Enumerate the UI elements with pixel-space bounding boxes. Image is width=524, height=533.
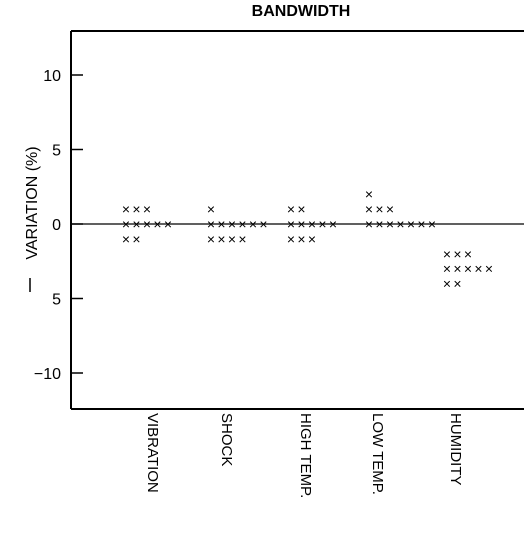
data-point-marker: × — [365, 201, 373, 217]
data-point-marker: × — [122, 216, 130, 232]
data-point-marker: × — [428, 216, 436, 232]
data-point-marker: × — [375, 201, 383, 217]
data-point-marker: × — [464, 261, 472, 277]
x-category-label: SHOCK — [218, 413, 235, 466]
data-point-marker: × — [132, 201, 140, 217]
data-point-marker: × — [386, 201, 394, 217]
data-point-marker: × — [308, 216, 316, 232]
data-point-marker: × — [132, 216, 140, 232]
x-category-label: LOW TEMP. — [369, 413, 386, 495]
data-point-marker: × — [318, 216, 326, 232]
data-point-marker: × — [217, 216, 225, 232]
data-point-marker: × — [365, 186, 373, 202]
x-category-label: HIGH TEMP. — [297, 413, 314, 498]
y-tick-label: 5 — [52, 143, 61, 160]
data-point-marker: × — [287, 216, 295, 232]
data-point-marker: × — [228, 216, 236, 232]
data-point-marker: × — [153, 216, 161, 232]
data-point-marker: × — [417, 216, 425, 232]
data-point-marker: × — [297, 216, 305, 232]
data-point-marker: × — [464, 246, 472, 262]
data-point-marker: × — [249, 216, 257, 232]
data-point-marker: × — [407, 216, 415, 232]
data-point-marker: × — [308, 231, 316, 247]
x-category-label: VIBRATION — [144, 413, 161, 493]
data-point-marker: × — [453, 246, 461, 262]
data-point-marker: × — [207, 231, 215, 247]
data-point-marker: × — [365, 216, 373, 232]
y-tick-label: −10 — [34, 366, 61, 383]
data-point-marker: × — [207, 216, 215, 232]
data-point-marker: × — [132, 231, 140, 247]
y-ticks: 10 5 0 5 −10 — [34, 68, 83, 383]
data-point-marker: × — [122, 201, 130, 217]
data-point-marker: × — [287, 231, 295, 247]
data-point-marker: × — [443, 246, 451, 262]
x-category-labels: VIBRATION SHOCK HIGH TEMP. LOW TEMP. HUMIDIT… — [144, 413, 464, 498]
data-point-marker: × — [329, 216, 337, 232]
data-point-marker: × — [238, 231, 246, 247]
y-tick-label: 10 — [43, 68, 61, 85]
data-point-marker: × — [453, 276, 461, 292]
data-point-marker: × — [287, 201, 295, 217]
x-category-label: HUMIDITY — [447, 413, 464, 486]
data-point-marker: × — [228, 231, 236, 247]
data-point-marker: × — [443, 276, 451, 292]
data-point-marker: × — [217, 231, 225, 247]
data-point-marker: × — [474, 261, 482, 277]
data-point-marker: × — [443, 261, 451, 277]
data-point-marker: × — [143, 201, 151, 217]
data-point-marker: × — [297, 231, 305, 247]
data-point-marker: × — [143, 216, 151, 232]
data-point-marker: × — [375, 216, 383, 232]
y-tick-label: 0 — [52, 217, 61, 234]
data-point-marker: × — [238, 216, 246, 232]
data-point-marker: × — [297, 201, 305, 217]
data-point-marker: × — [396, 216, 404, 232]
data-point-marker: × — [453, 261, 461, 277]
data-point-marker: × — [485, 261, 493, 277]
data-point-marker: × — [164, 216, 172, 232]
data-marks: × × ×× × × × ×× ××× × × × × ×× × × ×× ×× × × × ×× × ××× × ×× × × × ×… — [122, 186, 493, 291]
y-tick-label: 5 — [52, 292, 61, 309]
chart-title: BANDWIDTH — [252, 3, 351, 20]
data-point-marker: × — [386, 216, 394, 232]
data-point-marker: × — [122, 231, 130, 247]
y-axis-label: VARIATION (%) — [24, 146, 41, 259]
data-point-marker: × — [259, 216, 267, 232]
data-point-marker: × — [207, 201, 215, 217]
